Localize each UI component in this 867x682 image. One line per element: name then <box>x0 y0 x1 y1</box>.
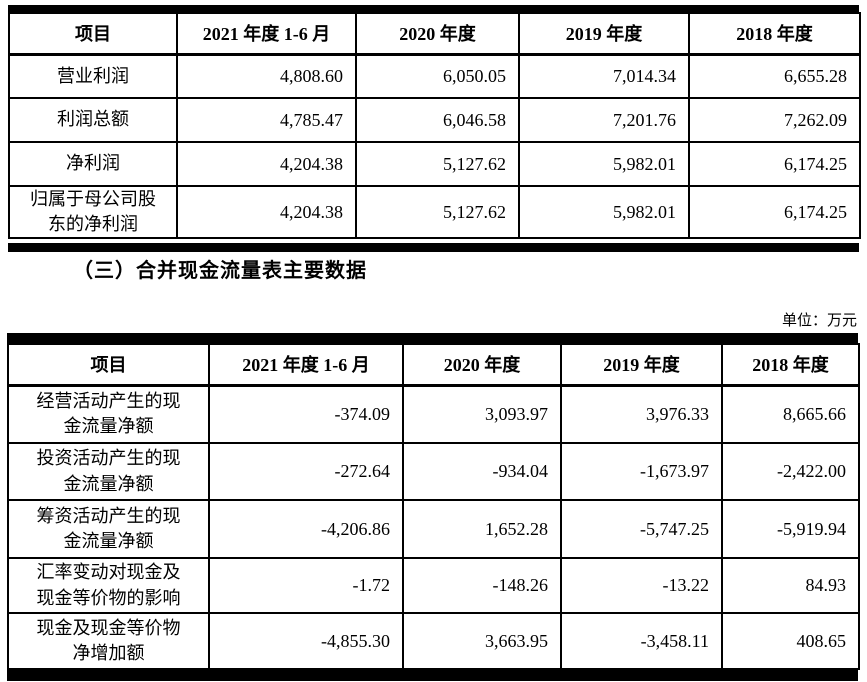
cell-value: -1.72 <box>208 557 404 614</box>
cell-value: -272.64 <box>208 442 404 501</box>
row-label: 投资活动产生的现金流量净额 <box>7 442 210 501</box>
cell-value: -374.09 <box>208 384 404 444</box>
cell-value: 84.93 <box>721 557 860 614</box>
cell-value: -4,206.86 <box>208 499 404 559</box>
cell-value: 4,785.47 <box>176 97 357 143</box>
cell-value: -148.26 <box>402 557 562 614</box>
section-heading: （三）合并现金流量表主要数据 <box>73 260 367 282</box>
cell-value: 7,014.34 <box>518 53 690 99</box>
cell-value: -2,422.00 <box>721 442 860 501</box>
cashflow-table-grid: 项目 2021 年度 1-6 月 2020 年度 2019 年度 2018 年度… <box>7 343 860 670</box>
cell-value: 4,204.38 <box>176 141 357 187</box>
cell-value: 6,174.25 <box>688 184 861 240</box>
cell-value: -5,747.25 <box>560 499 723 559</box>
cell-value: 408.65 <box>721 612 860 670</box>
row-label: 筹资活动产生的现金流量净额 <box>7 499 210 559</box>
cell-value: 7,262.09 <box>688 97 861 143</box>
row-label: 归属于母公司股东的净利润 <box>8 184 178 240</box>
header-cell-2018: 2018 年度 <box>688 12 861 56</box>
row-label: 现金及现金等价物净增加额 <box>7 612 210 670</box>
header-cell-2018: 2018 年度 <box>721 343 860 387</box>
table-row: 筹资活动产生的现金流量净额 -4,206.86 1,652.28 -5,747.… <box>7 499 860 559</box>
row-label: 经营活动产生的现金流量净额 <box>7 384 210 444</box>
cell-value: 5,982.01 <box>518 141 690 187</box>
table-row: 投资活动产生的现金流量净额 -272.64 -934.04 -1,673.97 … <box>7 442 860 501</box>
cashflow-table-header-row: 项目 2021 年度 1-6 月 2020 年度 2019 年度 2018 年度 <box>7 343 860 387</box>
table-row: 汇率变动对现金及现金等价物的影响 -1.72 -148.26 -13.22 84… <box>7 557 860 614</box>
cell-value: 3,663.95 <box>402 612 562 670</box>
header-cell-2021h1: 2021 年度 1-6 月 <box>208 343 404 387</box>
row-label: 营业利润 <box>8 53 178 99</box>
cell-value: 4,204.38 <box>176 184 357 240</box>
cell-value: 3,976.33 <box>560 384 723 444</box>
cell-value: 1,652.28 <box>402 499 562 559</box>
cashflow-table: 项目 2021 年度 1-6 月 2020 年度 2019 年度 2018 年度… <box>7 333 860 681</box>
table-row: 现金及现金等价物净增加额 -4,855.30 3,663.95 -3,458.1… <box>7 612 860 670</box>
table-row: 归属于母公司股东的净利润 4,204.38 5,127.62 5,982.01 … <box>8 184 861 240</box>
cell-value: 6,050.05 <box>355 53 520 99</box>
cell-value: 6,046.58 <box>355 97 520 143</box>
profit-table-header-row: 项目 2021 年度 1-6 月 2020 年度 2019 年度 2018 年度 <box>8 12 861 56</box>
cell-value: 8,665.66 <box>721 384 860 444</box>
cell-value: -5,919.94 <box>721 499 860 559</box>
cell-value: 5,982.01 <box>518 184 690 240</box>
header-cell-item: 项目 <box>8 12 178 56</box>
header-cell-2019: 2019 年度 <box>518 12 690 56</box>
header-cell-2020: 2020 年度 <box>355 12 520 56</box>
row-label: 利润总额 <box>8 97 178 143</box>
header-cell-2020: 2020 年度 <box>402 343 562 387</box>
unit-label: 单位：万元 <box>781 313 857 329</box>
cell-value: -4,855.30 <box>208 612 404 670</box>
header-cell-2021h1: 2021 年度 1-6 月 <box>176 12 357 56</box>
row-label: 净利润 <box>8 141 178 187</box>
cell-value: -1,673.97 <box>560 442 723 501</box>
table-row: 利润总额 4,785.47 6,046.58 7,201.76 7,262.09 <box>8 97 861 143</box>
profit-table: 项目 2021 年度 1-6 月 2020 年度 2019 年度 2018 年度… <box>8 5 861 253</box>
cell-value: -3,458.11 <box>560 612 723 670</box>
cell-value: 3,093.97 <box>402 384 562 444</box>
cell-value: -934.04 <box>402 442 562 501</box>
table-row: 经营活动产生的现金流量净额 -374.09 3,093.97 3,976.33 … <box>7 384 860 444</box>
cell-value: 6,655.28 <box>688 53 861 99</box>
header-cell-2019: 2019 年度 <box>560 343 723 387</box>
cell-value: -13.22 <box>560 557 723 614</box>
profit-table-grid: 项目 2021 年度 1-6 月 2020 年度 2019 年度 2018 年度… <box>8 12 861 240</box>
cell-value: 4,808.60 <box>176 53 357 99</box>
row-label: 汇率变动对现金及现金等价物的影响 <box>7 557 210 614</box>
cell-value: 7,201.76 <box>518 97 690 143</box>
table-row: 营业利润 4,808.60 6,050.05 7,014.34 6,655.28 <box>8 53 861 99</box>
cell-value: 6,174.25 <box>688 141 861 187</box>
table-row: 净利润 4,204.38 5,127.62 5,982.01 6,174.25 <box>8 141 861 187</box>
cell-value: 5,127.62 <box>355 184 520 240</box>
header-cell-item: 项目 <box>7 343 210 387</box>
cell-value: 5,127.62 <box>355 141 520 187</box>
